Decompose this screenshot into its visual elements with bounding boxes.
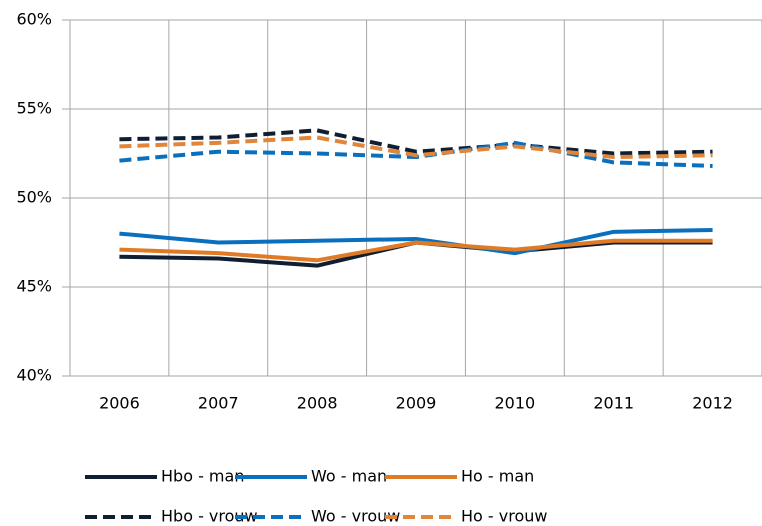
y-tick-label: 55% [16, 99, 52, 118]
x-tick-label: 2008 [297, 394, 338, 413]
x-tick-label: 2012 [692, 394, 733, 413]
legend-label: Hbo - man [161, 467, 244, 486]
legend-label: Ho - man [461, 467, 534, 486]
legend-label: Ho - vrouw [461, 507, 547, 526]
x-tick-label: 2007 [198, 394, 239, 413]
y-tick-label: 45% [16, 277, 52, 296]
y-tick-label: 60% [16, 10, 52, 29]
series-line [119, 228, 713, 256]
y-tick-label: 40% [16, 366, 52, 385]
legend-label: Hbo - vrouw [161, 507, 258, 526]
legend-label: Wo - vrouw [311, 507, 400, 526]
x-tick-label: 2011 [593, 394, 634, 413]
x-tick-label: 2006 [99, 394, 140, 413]
y-tick-label: 50% [16, 188, 52, 207]
legend-label: Wo - man [311, 467, 387, 486]
series-line [119, 238, 713, 263]
series-line [119, 128, 713, 156]
x-tick-label: 2010 [494, 394, 535, 413]
x-tick-label: 2009 [396, 394, 437, 413]
series-line [119, 135, 713, 160]
